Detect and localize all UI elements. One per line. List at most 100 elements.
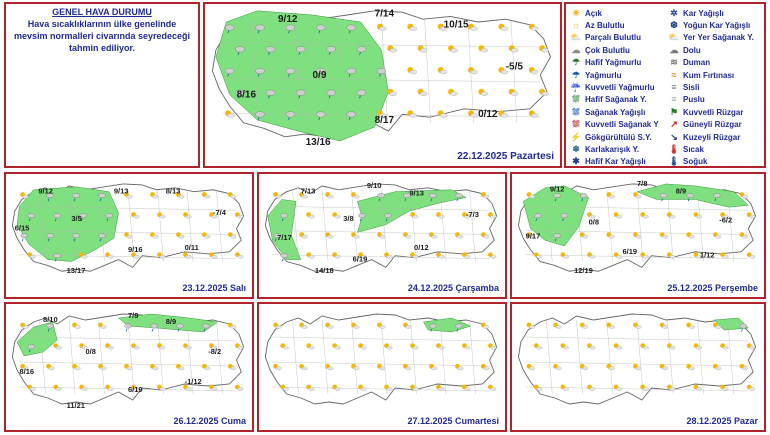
rain-drop-icon [385, 218, 388, 222]
temperature-label: 8/9 [166, 317, 176, 326]
legend-item: ☀ Açık [570, 7, 602, 19]
legend-item: ≡ Puslu [668, 94, 704, 106]
map-panel-day-2: 9/12 9/13 8/13 3/5 -7/4 6/15 0/11 9/16 13/17 23.… [4, 172, 254, 299]
province-border [157, 319, 164, 395]
cloud-icon [405, 234, 412, 239]
cloud-icon [386, 254, 393, 259]
province-border [98, 189, 105, 262]
light-rain-icon: ☂ [571, 57, 581, 68]
rain-drop-icon [257, 73, 260, 77]
temperature-label: -7/4 [213, 208, 227, 217]
cloud-icon [334, 254, 341, 259]
cloud-icon [722, 214, 729, 219]
province-border [546, 189, 553, 262]
province-border [19, 336, 237, 342]
cloud-icon [420, 91, 428, 96]
legend-label: Sıcak [683, 144, 704, 154]
rain-cloud-icon [235, 89, 245, 96]
rain-drop-icon [318, 30, 321, 34]
cloud-icon [696, 254, 702, 259]
temperature-label: 8/16 [237, 90, 257, 101]
cloud-icon [464, 214, 471, 219]
cloud-icon [715, 234, 722, 239]
rain-drop-icon [203, 328, 206, 332]
rain-cloud-icon [202, 323, 210, 329]
legend-label: Kar Yağışlı [683, 8, 724, 18]
cloud-icon [379, 113, 387, 118]
rain-cloud-icon [72, 233, 80, 239]
temperature-label: 3/8 [343, 214, 353, 223]
legend-item: ✲ Kar Yağışlı [668, 7, 724, 19]
sun-small-cloud-icon: ☼ [571, 19, 581, 30]
cloud-icon [152, 366, 159, 371]
strong-wind-icon: ⚑ [669, 106, 679, 117]
hail-icon: ☁ [669, 44, 679, 55]
cloud-icon [327, 366, 334, 371]
rain-drop-icon [28, 349, 31, 353]
cloud-icon [483, 194, 490, 199]
cloud-icon [688, 234, 695, 239]
cloud-icon [470, 26, 478, 31]
cloud-icon [412, 387, 419, 391]
sun-icon: ☀ [571, 7, 581, 18]
province-border [19, 206, 237, 211]
cloud-icon [438, 345, 445, 350]
cloud-icon [531, 69, 539, 75]
rain-cloud-icon [316, 24, 326, 31]
cloud-icon [308, 214, 315, 219]
rain-drop-icon [430, 198, 433, 202]
cloud-icon [608, 234, 615, 239]
cloud-icon [483, 366, 490, 371]
cloud-icon [22, 366, 29, 371]
rain-cloud-icon [235, 46, 245, 53]
cloud-icon [608, 325, 615, 329]
cloud-icon [490, 345, 497, 350]
cloud-icon [500, 113, 509, 118]
cloud-icon [178, 194, 185, 199]
cloud-icon [582, 325, 589, 329]
temperature-label: 0/9 [313, 70, 327, 81]
rain-drop-icon [359, 52, 361, 55]
rain-drop-icon [257, 117, 260, 121]
rain-drop-icon [535, 218, 538, 222]
cloud-icon [483, 325, 490, 329]
cloud-icon [490, 214, 497, 219]
rain-cloud-icon [356, 46, 367, 53]
rain-cloud-icon [346, 67, 356, 74]
legend-label: Yağmurlu [585, 70, 622, 80]
cloud-icon [589, 345, 596, 350]
legend-label: Sisli [683, 82, 700, 92]
rain-drop-icon [268, 52, 270, 55]
cloud-icon [308, 387, 315, 391]
cloud-icon [204, 366, 211, 371]
cloud-icon [389, 48, 398, 53]
temperature-label: -7/3 [466, 210, 479, 219]
cloud-icon [133, 345, 140, 350]
legend-label: Soğuk [683, 157, 708, 167]
rain-cloud-icon [255, 67, 265, 74]
cloud-icon [438, 254, 445, 259]
cloud-icon [230, 366, 237, 371]
cloud-icon [327, 234, 334, 239]
rain-drop-icon [348, 117, 351, 121]
temperature-label: 0/12 [478, 109, 498, 120]
cloud-icon [353, 325, 360, 329]
province-border [576, 319, 583, 395]
cold-icon: 🌡 [668, 156, 680, 167]
cloud-icon [55, 387, 62, 391]
province-border [19, 230, 237, 235]
rain-drop-icon [125, 328, 128, 332]
legend-label: Açık [585, 8, 602, 18]
cloud-icon [178, 234, 185, 239]
province-border [272, 230, 490, 235]
rain-cloud-icon [455, 323, 463, 329]
temperature-label: 3/5 [71, 214, 81, 223]
legend-label: Kuvvetli Yağmurlu [585, 82, 655, 92]
province-border [321, 319, 329, 395]
legend-item: ☂ Hafif Yağmurlu [570, 57, 641, 69]
light-snow-icon: ✱ [572, 156, 580, 167]
legend-item: ≡ Sisli [668, 81, 699, 93]
cloud-icon [749, 254, 756, 259]
rain-drop-icon [359, 218, 362, 222]
temperature-label: 8/16 [19, 367, 34, 376]
